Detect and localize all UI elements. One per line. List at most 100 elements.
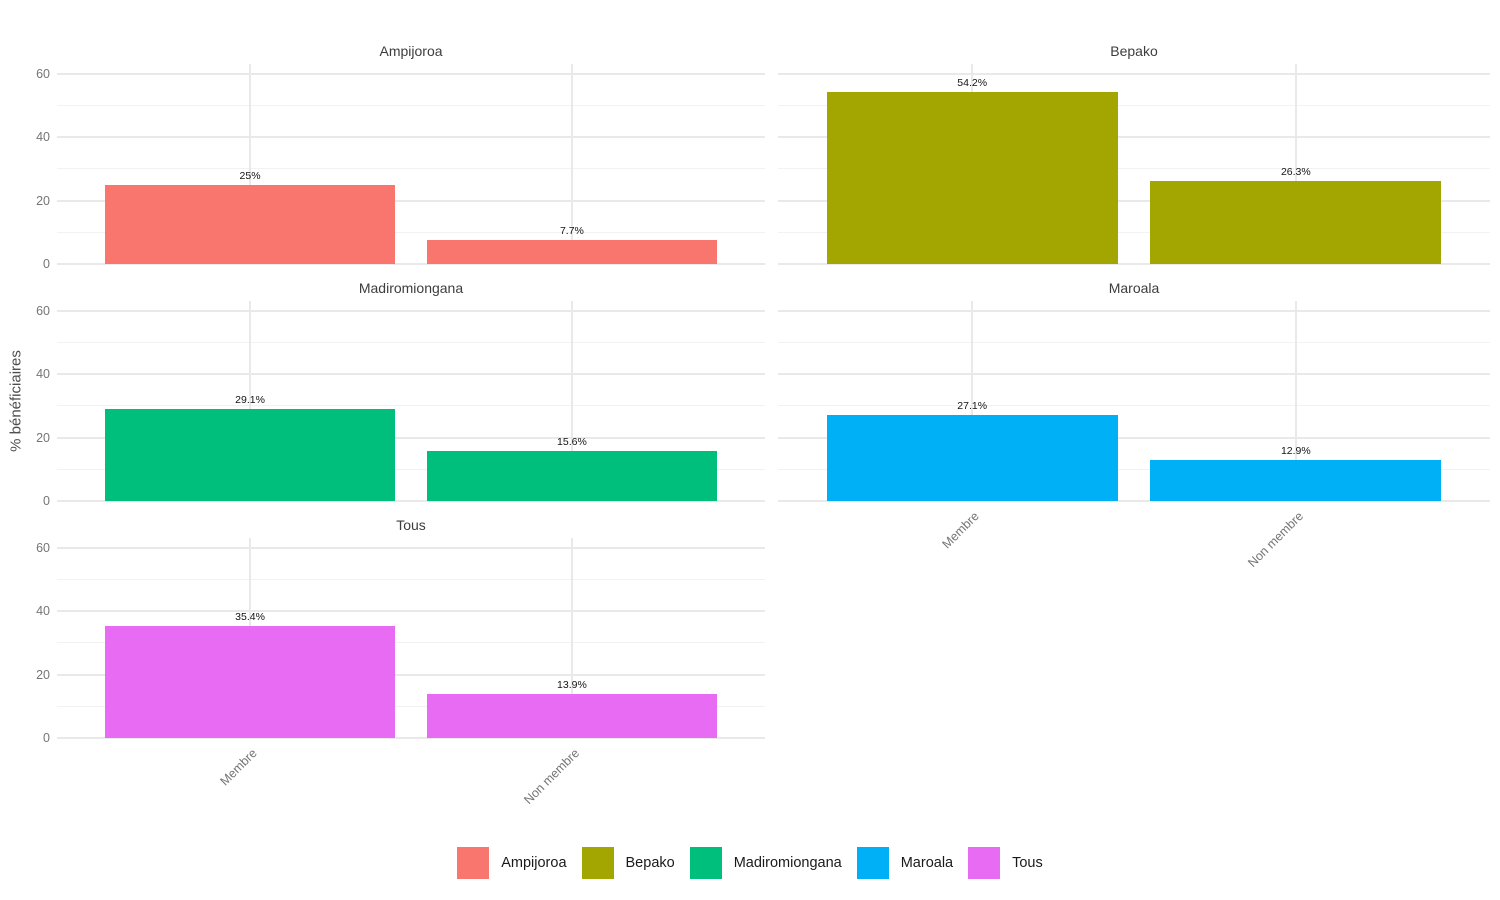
bar-non-membre bbox=[427, 451, 717, 501]
y-tick-label: 60 bbox=[36, 66, 50, 81]
y-tick-label: 40 bbox=[36, 367, 50, 382]
gridline-major bbox=[57, 610, 765, 613]
legend-item: Maroala bbox=[856, 847, 954, 879]
y-tick-label: 20 bbox=[36, 193, 50, 208]
bar-value-label: 29.1% bbox=[235, 393, 265, 406]
gridline-vertical bbox=[1295, 301, 1297, 501]
gridline-minor bbox=[778, 468, 1490, 470]
gridline-minor bbox=[57, 341, 765, 343]
bar-non-membre bbox=[1150, 460, 1442, 501]
gridline-minor bbox=[778, 168, 1490, 170]
bar-value-label: 12.9% bbox=[1280, 445, 1311, 458]
gridline-major bbox=[57, 673, 765, 676]
legend-item: Bepako bbox=[581, 847, 675, 879]
gridline-vertical bbox=[571, 301, 573, 501]
x-tick-label: Non membre bbox=[520, 746, 582, 807]
y-tick-label: 40 bbox=[36, 130, 50, 145]
gridline-major bbox=[57, 500, 765, 502]
bar-value-label: 35.4% bbox=[235, 610, 265, 623]
legend-swatch bbox=[968, 847, 1001, 879]
gridline-minor bbox=[57, 405, 765, 407]
gridline-major bbox=[778, 263, 1490, 265]
legend-label: Bepako bbox=[625, 855, 675, 871]
x-tick-label: Non membre bbox=[1244, 509, 1306, 570]
gridline-vertical bbox=[249, 64, 251, 264]
facet-title: Bepako bbox=[1110, 43, 1158, 59]
bar-value-label: 7.7% bbox=[559, 224, 584, 237]
facet-title: Ampijoroa bbox=[379, 43, 443, 59]
y-tick-label: 20 bbox=[36, 667, 50, 682]
facet-title: Madiromiongana bbox=[358, 280, 464, 296]
bar-non-membre bbox=[427, 693, 717, 738]
gridline-minor bbox=[57, 468, 765, 470]
bar-value-label: 25% bbox=[239, 169, 261, 182]
bar-non-membre bbox=[427, 239, 717, 264]
gridline-minor bbox=[57, 642, 765, 644]
x-tick-label: Membre bbox=[939, 509, 983, 552]
legend-label: Madiromiongana bbox=[733, 855, 842, 871]
facet-panel: 54.2% 26.3% bbox=[778, 64, 1490, 265]
gridline-major bbox=[57, 136, 765, 139]
gridline-minor bbox=[57, 104, 765, 106]
y-tick-label: 60 bbox=[36, 540, 50, 555]
bar-value-label: 26.3% bbox=[1280, 165, 1311, 178]
gridline-minor bbox=[57, 705, 765, 707]
legend-swatch bbox=[856, 847, 889, 879]
gridline-major bbox=[778, 500, 1490, 502]
bar-value-label: 27.1% bbox=[957, 399, 988, 412]
gridline-major bbox=[57, 546, 765, 549]
gridline-major bbox=[57, 309, 765, 312]
legend-swatch bbox=[457, 847, 490, 879]
gridline-major bbox=[57, 436, 765, 439]
gridline-vertical bbox=[971, 301, 973, 501]
bar-value-label: 54.2% bbox=[957, 76, 988, 89]
facet-panel: 35.4% 13.9% bbox=[57, 538, 765, 739]
legend-item: Madiromiongana bbox=[689, 847, 842, 879]
gridline-major bbox=[778, 309, 1490, 312]
gridline-major bbox=[57, 72, 765, 75]
gridline-major bbox=[57, 737, 765, 739]
legend-item: Tous bbox=[968, 847, 1043, 879]
legend-label: Ampijoroa bbox=[501, 855, 567, 871]
gridline-vertical bbox=[249, 301, 251, 501]
facet-panel: 25% 7.7% bbox=[57, 64, 765, 265]
gridline-minor bbox=[778, 104, 1490, 106]
bar-value-label: 15.6% bbox=[557, 436, 587, 449]
bar-membre bbox=[105, 625, 395, 738]
gridline-major bbox=[57, 373, 765, 376]
y-tick-label: 0 bbox=[43, 257, 50, 271]
bar-membre bbox=[105, 184, 395, 264]
bar-value-label: 13.9% bbox=[557, 678, 587, 691]
gridline-vertical bbox=[571, 538, 573, 738]
y-tick-label: 60 bbox=[36, 303, 50, 318]
y-tick-label: 40 bbox=[36, 604, 50, 619]
bar-membre bbox=[105, 408, 395, 501]
bar-non-membre bbox=[1150, 180, 1442, 264]
legend-swatch bbox=[689, 847, 722, 879]
gridline-major bbox=[778, 436, 1490, 439]
legend-label: Tous bbox=[1012, 855, 1043, 871]
y-tick-label: 20 bbox=[36, 430, 50, 445]
bar-membre bbox=[826, 91, 1118, 264]
gridline-major bbox=[778, 199, 1490, 202]
facet-title: Maroala bbox=[1108, 280, 1160, 296]
facet-panel: 29.1% 15.6% bbox=[57, 301, 765, 502]
y-tick-label: 0 bbox=[43, 731, 50, 745]
legend-label: Maroala bbox=[900, 855, 954, 871]
legend-item: Ampijoroa bbox=[457, 847, 567, 879]
y-tick-label: 0 bbox=[43, 494, 50, 508]
gridline-minor bbox=[57, 578, 765, 580]
facet-title: Tous bbox=[396, 517, 426, 533]
gridline-major bbox=[778, 136, 1490, 139]
legend: Ampijoroa Bepako Madiromiongana Maroala Tous bbox=[0, 845, 1500, 881]
facet-panel: 27.1% 12.9% bbox=[778, 301, 1490, 502]
gridline-major bbox=[57, 199, 765, 202]
gridline-major bbox=[778, 373, 1490, 376]
gridline-vertical bbox=[1295, 64, 1297, 264]
gridline-minor bbox=[57, 168, 765, 170]
gridline-major bbox=[57, 263, 765, 265]
gridline-major bbox=[778, 72, 1490, 75]
gridline-minor bbox=[57, 231, 765, 233]
legend-swatch bbox=[581, 847, 614, 879]
